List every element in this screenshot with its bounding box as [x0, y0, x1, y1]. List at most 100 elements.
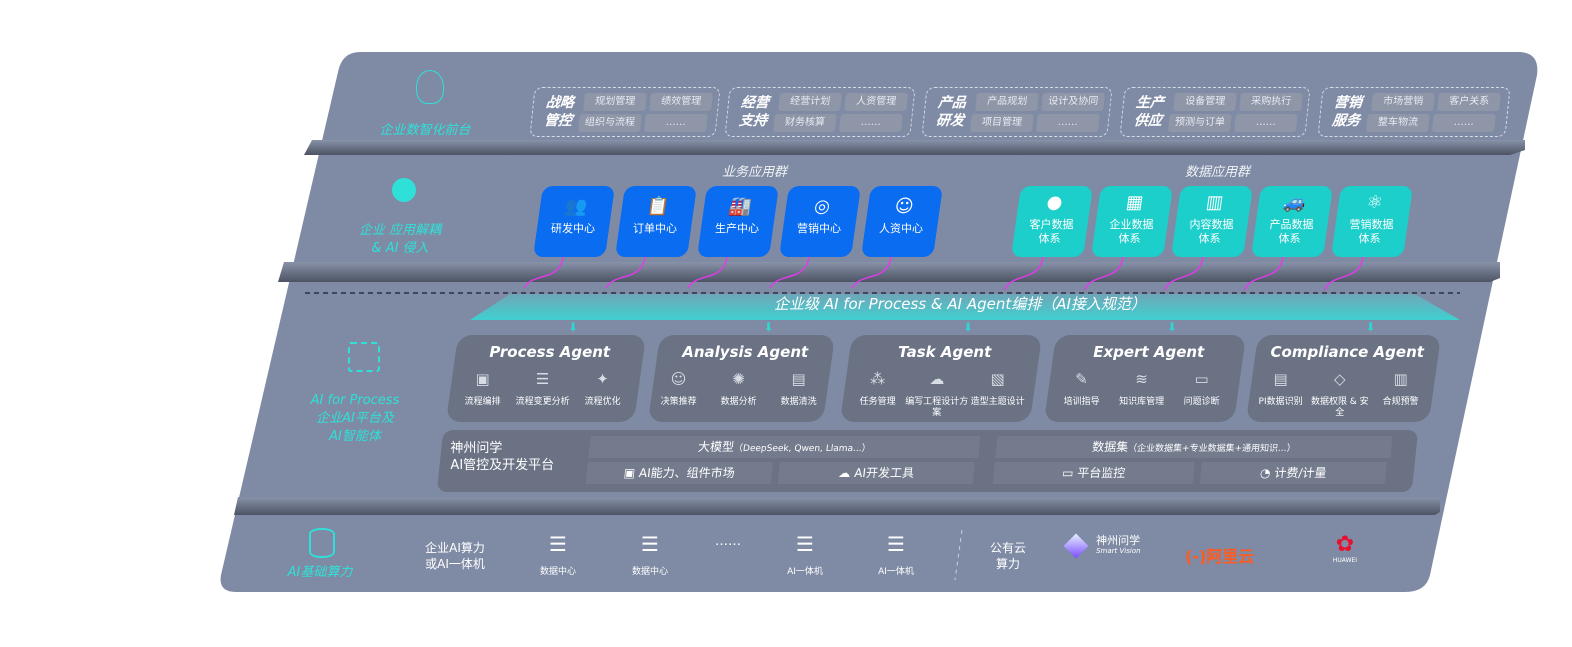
agent-capability[interactable]: ▣ 流程编排: [450, 369, 516, 408]
agent-capability[interactable]: ▤ PI数据识别: [1247, 369, 1313, 408]
agent-capability[interactable]: ✦ 流程优化: [570, 369, 636, 408]
capability-chip[interactable]: 设备管理: [1173, 93, 1237, 111]
layer-divider: [234, 497, 1440, 515]
business-app-card[interactable]: 🏭 生产中心: [697, 186, 779, 257]
capability-icon: ✦: [596, 370, 609, 388]
server-item: ☰ AI一体机: [866, 532, 926, 577]
agent-capability[interactable]: ▥ 合规预警: [1367, 369, 1433, 408]
business-app-card[interactable]: 👥 研发中心: [533, 186, 615, 257]
capability-group: 生产供应 设备管理 采购执行 预测与订单……: [1119, 87, 1311, 137]
tool-monitoring[interactable]: ▭ 平台监控: [992, 462, 1195, 484]
agent-capability[interactable]: ☺ 决策推荐: [645, 369, 711, 408]
ai-label-line2: 企业AI平台及: [316, 411, 394, 426]
capability-chip[interactable]: 整车物流: [1365, 114, 1430, 132]
agent-card[interactable]: Process Agent ▣ 流程编排 ☰ 流程变更分析 ✦ 流程优化: [445, 335, 647, 422]
public-cloud-line2: 算力: [995, 557, 1020, 571]
card-label: 营销数据: [1349, 218, 1394, 231]
card-label: 体系: [1198, 232, 1221, 245]
server-icon: ☰: [796, 532, 814, 556]
business-apps-title: 业务应用群: [722, 165, 788, 180]
capability-chip[interactable]: 采购执行: [1239, 93, 1303, 111]
agent-capability[interactable]: ✺ 数据分析: [705, 369, 771, 408]
team-icon: 👥: [563, 196, 589, 217]
data-app-card[interactable]: ⚛ 营销数据 体系: [1331, 186, 1413, 257]
card-label: 体系: [1278, 232, 1301, 245]
apps-label-line2: & AI 侵入: [371, 241, 429, 256]
agent-capability[interactable]: ▤ 数据清洗: [765, 369, 831, 408]
card-label: 客户数据: [1029, 218, 1074, 231]
capability-chip[interactable]: ……: [1431, 114, 1496, 132]
ai-label-line1: AI for Process: [310, 393, 400, 408]
capability-chip[interactable]: 客户关系: [1437, 93, 1501, 111]
tool-billing[interactable]: ◔ 计费/计量: [1199, 462, 1387, 484]
capability-chip[interactable]: 市场营销: [1371, 93, 1435, 111]
ai-layer-label: AI for Process 企业AI平台及 AI智能体: [300, 392, 410, 446]
factory-icon: 🏭: [727, 196, 753, 217]
agent-capability[interactable]: ✎ 培训指导: [1049, 369, 1115, 408]
group-title: 营销服务: [1331, 95, 1363, 129]
agent-capability[interactable]: ☁ 编写工程设计方案: [904, 369, 970, 419]
private-compute-line1: 企业AI算力: [425, 541, 485, 555]
down-arrow-icon: ⬇: [1167, 320, 1178, 334]
capability-label: 数据权限 & 安全: [1310, 397, 1369, 418]
agent-capability[interactable]: ▭ 问题诊断: [1169, 369, 1235, 408]
capability-chip[interactable]: ……: [643, 114, 708, 132]
agent-title: Expert Agent: [1093, 343, 1205, 361]
capability-chip[interactable]: 项目管理: [969, 114, 1034, 132]
data-app-card[interactable]: ▦ 企业数据 体系: [1091, 186, 1173, 257]
connector-arrow: [851, 247, 893, 289]
front-layer-label: 企业数智化前台: [379, 123, 471, 138]
agent-capability[interactable]: ≋ 知识库管理: [1109, 369, 1175, 408]
data-app-card[interactable]: 🚙 产品数据 体系: [1251, 186, 1333, 257]
capability-chip[interactable]: ……: [1035, 114, 1100, 132]
business-app-card[interactable]: 📋 订单中心: [615, 186, 697, 257]
capability-icon: ✎: [1075, 370, 1088, 388]
vendor-name: HUAWEI: [1332, 557, 1358, 564]
capability-chip[interactable]: 预测与订单: [1167, 114, 1232, 132]
capability-chip[interactable]: 财务核算: [772, 114, 837, 132]
atom-icon: ⚛: [1365, 192, 1385, 213]
business-app-card[interactable]: ◎ 营销中心: [779, 186, 861, 257]
capability-chip[interactable]: ……: [1233, 114, 1298, 132]
model-bar[interactable]: 大模型（DeepSeek, Qwen, Llama...）: [588, 436, 981, 458]
agent-capability[interactable]: ▧ 造型主题设计: [965, 369, 1031, 408]
agent-capability[interactable]: ◇ 数据权限 & 安全: [1306, 369, 1372, 419]
business-app-card[interactable]: ☺ 人资中心: [861, 186, 943, 257]
huawei-logo-icon: ✿: [1335, 532, 1355, 557]
agent-card[interactable]: Task Agent ⁂ 任务管理 ☁ 编写工程设计方案 ▧ 造型主题设计: [839, 335, 1043, 422]
vendor-huawei: ✿ HUAWEI: [1322, 532, 1368, 565]
molecule-icon: [392, 178, 416, 202]
target-icon: ◎: [812, 196, 832, 217]
agent-capability[interactable]: ☰ 流程变更分析: [510, 369, 576, 408]
agent-card[interactable]: Analysis Agent ☺ 决策推荐 ✺ 数据分析 ▤ 数据清洗: [645, 335, 836, 422]
agent-card[interactable]: Expert Agent ✎ 培训指导 ≋ 知识库管理 ▭ 问题诊断: [1043, 335, 1247, 422]
connector-arrow: [769, 247, 811, 289]
capability-chip[interactable]: ……: [838, 114, 903, 132]
capability-chip[interactable]: 设计及协同: [1041, 93, 1105, 111]
agent-card[interactable]: Compliance Agent ▤ PI数据识别 ◇ 数据权限 & 安全 ▥ 合规预警: [1245, 335, 1442, 422]
data-app-card[interactable]: ▥ 内容数据 体系: [1171, 186, 1253, 257]
capability-chip[interactable]: 组织与流程: [577, 114, 642, 132]
dataset-bar[interactable]: 数据集（企业数据集+专业数据集+通用知识...）: [995, 436, 1393, 458]
vendor-name: 神州问学: [1096, 534, 1141, 547]
compute-layer-label: AI基础算力: [287, 565, 353, 580]
capability-chip[interactable]: 人资管理: [844, 93, 908, 111]
agent-capability[interactable]: ⁂ 任务管理: [845, 369, 911, 408]
tool-dev-tools[interactable]: ☁ AI开发工具: [777, 462, 975, 484]
capability-label: 编写工程设计方案: [905, 397, 969, 418]
capability-chip[interactable]: 规划管理: [583, 93, 647, 111]
capability-label: 决策推荐: [660, 397, 697, 407]
tool-marketplace[interactable]: ▣ AI能力、组件市场: [585, 462, 773, 484]
tool-label: AI开发工具: [853, 466, 915, 480]
capability-chip[interactable]: 产品规划: [975, 93, 1039, 111]
data-app-card[interactable]: ● 客户数据 体系: [1011, 186, 1093, 257]
server-label: 数据中心: [631, 567, 668, 577]
card-label: 体系: [1358, 232, 1381, 245]
capability-chip[interactable]: 经营计划: [778, 93, 842, 111]
vendor-aliyun: (-)阿里云: [1185, 543, 1254, 567]
books-icon: ▥: [1204, 192, 1225, 213]
capability-label: 数据清洗: [780, 397, 817, 407]
capability-icon: ▤: [791, 370, 806, 388]
connector-arrow: [1163, 247, 1205, 291]
capability-chip[interactable]: 绩效管理: [649, 93, 713, 111]
